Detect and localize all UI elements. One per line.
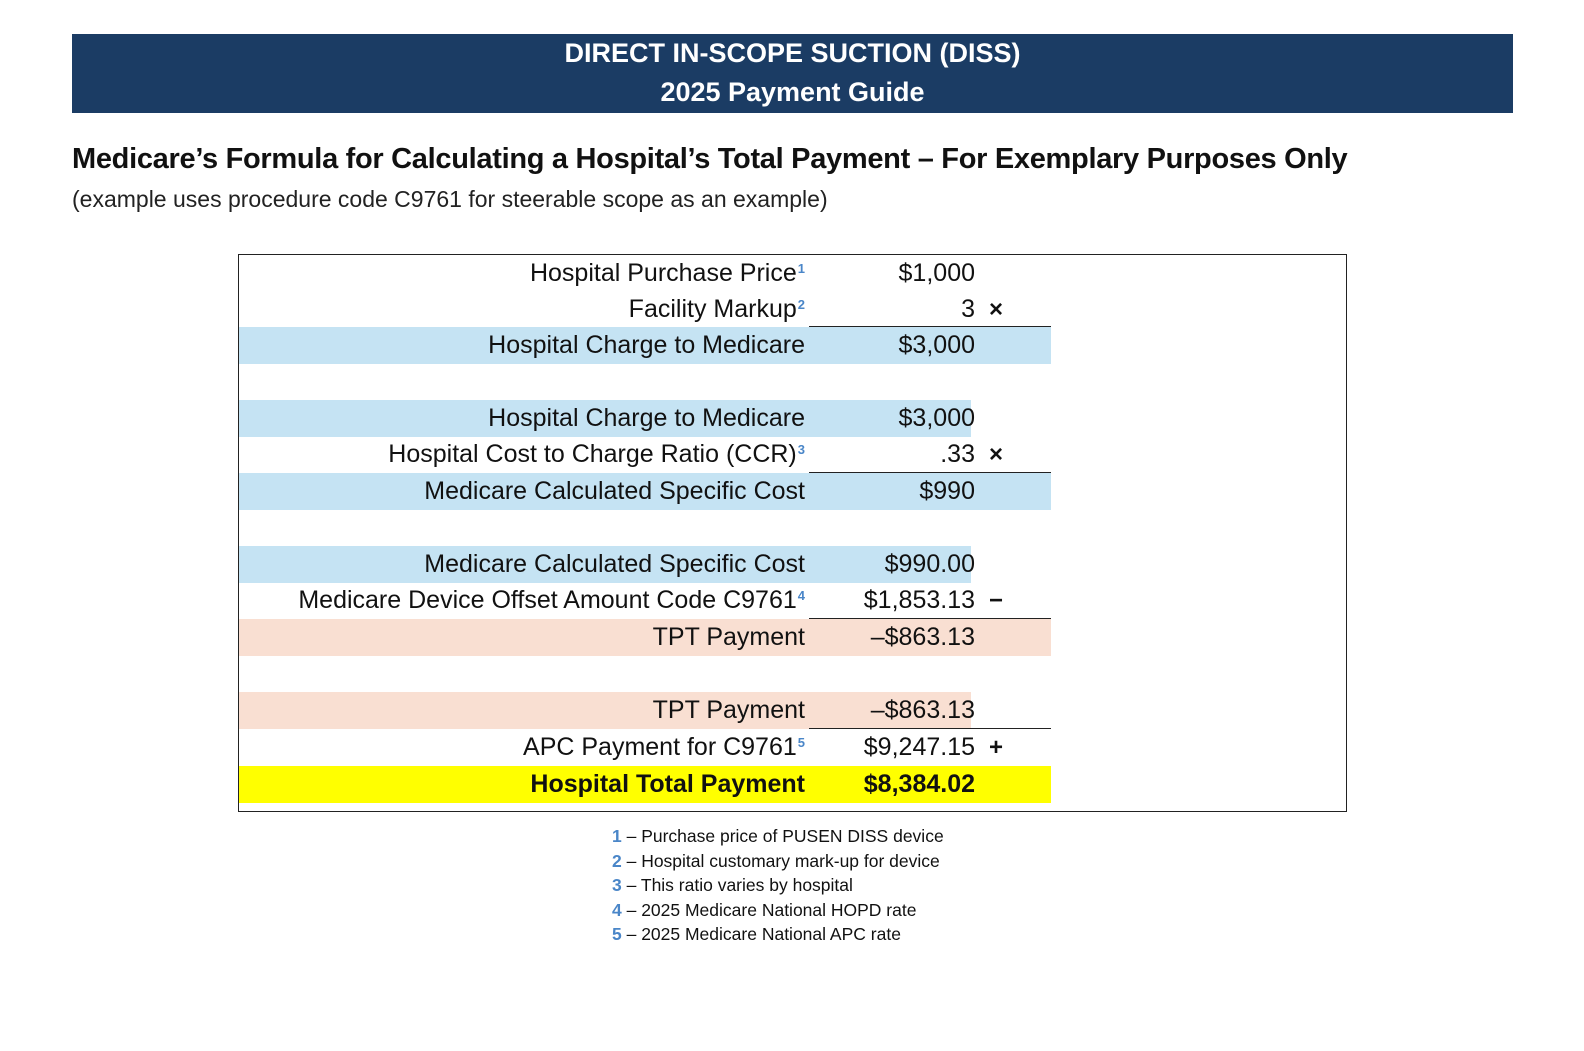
footnote-ref-5: 5	[797, 735, 805, 750]
footnote-text: – 2025 Medicare National HOPD rate	[621, 899, 917, 920]
tpt-payment-label: TPT Payment	[652, 696, 805, 724]
charge-to-medicare-value: $3,000	[898, 331, 975, 359]
footnote-ref-4: 4	[797, 588, 805, 603]
charge-to-medicare-label: Hospital Charge to Medicare	[488, 404, 805, 432]
calculated-cost-value: $990	[919, 477, 975, 505]
multiply-operator: ×	[988, 441, 1003, 468]
tpt-payment-value: –$863.13	[870, 696, 975, 724]
minus-operator: −	[988, 587, 1003, 614]
footnote-item: 1 – Purchase price of PUSEN DISS device	[612, 824, 944, 849]
tpt-payment-row: TPT Payment –$863.13	[239, 692, 975, 729]
calculation-box: Hospital Purchase Price1 $1,000 Facility…	[238, 254, 1347, 812]
calculated-cost-value: $990.00	[884, 550, 975, 578]
page-heading: Medicare’s Formula for Calculating a Hos…	[72, 143, 1348, 175]
footnote-item: 3 – This ratio varies by hospital	[612, 873, 944, 898]
charge-to-medicare-row: Hospital Charge to Medicare $3,000	[239, 400, 975, 437]
multiply-operator: ×	[988, 296, 1003, 323]
charge-to-medicare-label: Hospital Charge to Medicare	[488, 331, 805, 359]
banner-title: DIRECT IN-SCOPE SUCTION (DISS)	[564, 38, 1021, 68]
calculated-cost-label: Medicare Calculated Specific Cost	[424, 550, 805, 578]
banner-subtitle: 2025 Payment Guide	[660, 77, 925, 107]
footnote-number: 4	[612, 899, 622, 920]
calculated-cost-row: Medicare Calculated Specific Cost $990	[239, 473, 1051, 510]
facility-markup-label: Facility Markup2	[628, 295, 805, 323]
footnote-text: – Hospital customary mark-up for device	[621, 850, 940, 871]
ccr-label: Hospital Cost to Charge Ratio (CCR)3	[388, 440, 805, 468]
sum-line	[809, 472, 1051, 473]
total-payment-row: Hospital Total Payment $8,384.02	[239, 766, 1051, 803]
tpt-payment-row: TPT Payment –$863.13	[239, 619, 1051, 656]
device-offset-row: Medicare Device Offset Amount Code C9761…	[239, 582, 1003, 619]
sum-line	[809, 618, 1051, 619]
footnote-item: 2 – Hospital customary mark-up for devic…	[612, 849, 944, 874]
footnote-number: 5	[612, 924, 622, 944]
footnote-number: 3	[612, 875, 622, 895]
footnote-ref-1: 1	[797, 261, 805, 276]
total-payment-label: Hospital Total Payment	[530, 770, 805, 798]
footnote-number: 1	[612, 826, 622, 846]
footnote-text: – This ratio varies by hospital	[621, 875, 853, 895]
page-subheading: (example uses procedure code C9761 for s…	[72, 186, 828, 212]
footnote-text: – Purchase price of PUSEN DISS device	[621, 826, 944, 846]
purchase-price-label: Hospital Purchase Price1	[529, 259, 805, 287]
footnote-item: 5 – 2025 Medicare National APC rate	[612, 922, 944, 947]
ccr-row: Hospital Cost to Charge Ratio (CCR)3 .33…	[239, 436, 1003, 473]
tpt-payment-value: –$863.13	[870, 623, 975, 651]
ccr-value: .33	[940, 440, 975, 468]
calculated-cost-label: Medicare Calculated Specific Cost	[424, 477, 805, 505]
footnote-ref-2: 2	[797, 297, 805, 312]
footnotes-list: 1 – Purchase price of PUSEN DISS device …	[612, 824, 944, 947]
calculated-cost-row: Medicare Calculated Specific Cost $990.0…	[239, 546, 975, 583]
sum-line	[809, 728, 1051, 729]
total-payment-value: $8,384.02	[863, 770, 975, 798]
facility-markup-value: 3	[961, 295, 975, 323]
footnote-item: 4 – 2025 Medicare National HOPD rate	[612, 898, 944, 923]
footnote-number: 2	[612, 850, 622, 871]
apc-payment-label: APC Payment for C97615	[523, 733, 805, 761]
title-banner: DIRECT IN-SCOPE SUCTION (DISS) 2025 Paym…	[72, 34, 1513, 113]
apc-payment-value: $9,247.15	[863, 733, 975, 761]
device-offset-value: $1,853.13	[863, 586, 975, 614]
sum-line	[809, 326, 1051, 327]
charge-to-medicare-value: $3,000	[898, 404, 975, 432]
apc-payment-row: APC Payment for C97615 $9,247.15 +	[239, 729, 1003, 766]
tpt-payment-label: TPT Payment	[652, 623, 805, 651]
plus-operator: +	[988, 734, 1003, 761]
footnote-ref-3: 3	[797, 442, 805, 457]
footnote-text: – 2025 Medicare National APC rate	[621, 924, 901, 944]
purchase-price-value: $1,000	[898, 259, 975, 287]
charge-to-medicare-row: Hospital Charge to Medicare $3,000	[239, 327, 1051, 364]
facility-markup-row: Facility Markup2 3 ×	[239, 291, 1003, 328]
device-offset-label: Medicare Device Offset Amount Code C9761…	[298, 586, 805, 614]
purchase-price-row: Hospital Purchase Price1 $1,000	[239, 255, 979, 292]
